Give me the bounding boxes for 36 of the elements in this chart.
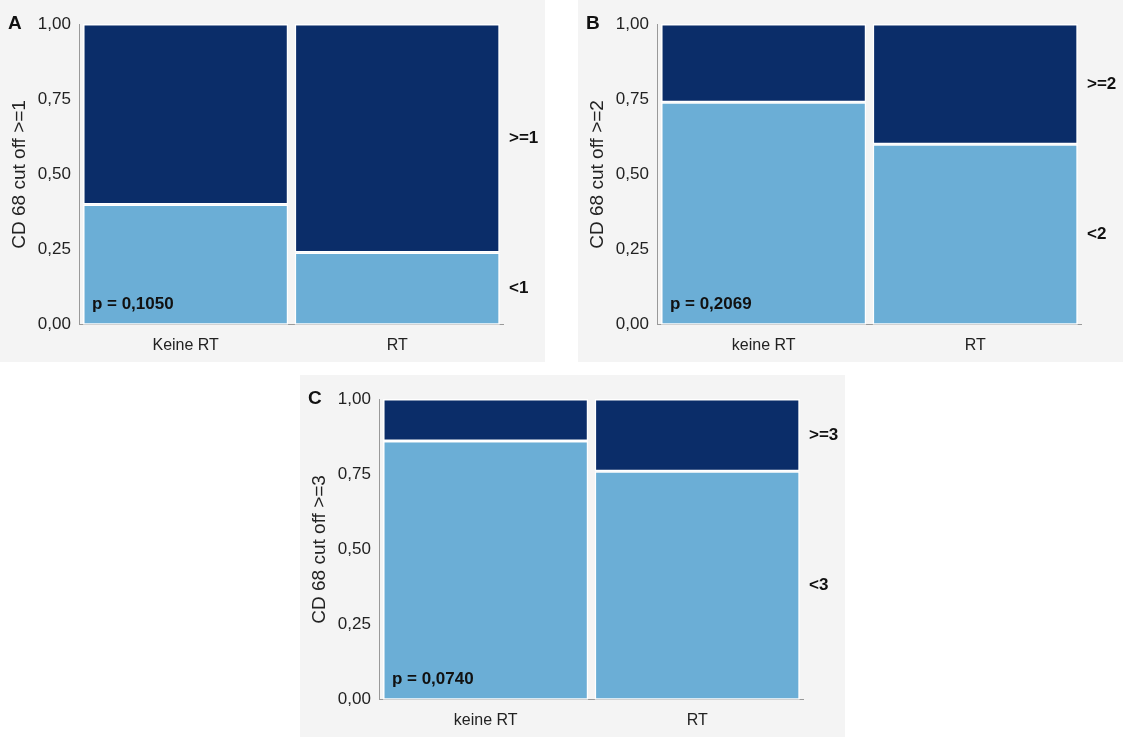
y-tick-label: 0,25 <box>615 239 649 259</box>
y-tick-label: 1,00 <box>37 13 71 33</box>
y-tick-label: 0,75 <box>37 88 71 108</box>
series-label: <3 <box>809 575 829 595</box>
y-tick-label: 0,50 <box>337 539 371 559</box>
y-tick-label: 0,75 <box>615 88 649 108</box>
y-axis-title: CD 68 cut off >=1 <box>7 100 29 249</box>
x-tick-label: RT <box>386 335 408 353</box>
y-tick-label: 0,25 <box>337 614 371 634</box>
x-tick-label: RT <box>964 335 986 353</box>
series-label: >=1 <box>509 127 539 147</box>
chart-title: A <box>8 11 22 33</box>
chart-title: B <box>586 11 600 33</box>
series-label: <2 <box>1087 224 1107 244</box>
series-label: >=3 <box>809 424 839 444</box>
series-label: >=2 <box>1087 73 1117 93</box>
y-tick-label: 0,75 <box>337 463 371 483</box>
x-tick-label: Keine RT <box>152 335 220 353</box>
y-axis-title: CD 68 cut off >=3 <box>307 475 329 624</box>
y-tick-label: 1,00 <box>337 388 371 408</box>
annotation: p = 0,2069 <box>669 293 752 313</box>
y-tick-label: 0,00 <box>615 314 649 334</box>
series-label: <1 <box>509 278 529 298</box>
annotation: p = 0,1050 <box>91 293 174 313</box>
y-tick-label: 0,00 <box>337 689 371 709</box>
y-tick-label: 0,50 <box>37 164 71 184</box>
x-tick-label: RT <box>686 710 708 728</box>
y-tick-label: 0,00 <box>37 314 71 334</box>
x-tick-label: keine RT <box>453 710 518 728</box>
x-tick-label: keine RT <box>731 335 796 353</box>
y-tick-label: 0,25 <box>37 239 71 259</box>
chart-title: C <box>308 386 322 408</box>
y-tick-label: 1,00 <box>615 13 649 33</box>
y-tick-label: 0,50 <box>615 164 649 184</box>
y-axis-title: CD 68 cut off >=2 <box>585 100 607 249</box>
annotation: p = 0,0740 <box>391 668 474 688</box>
